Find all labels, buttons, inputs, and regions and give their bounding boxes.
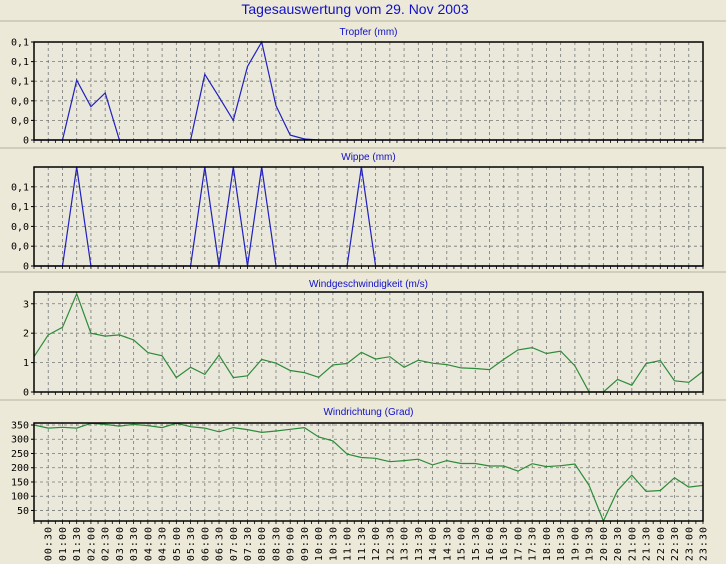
- y-tick-label: 0: [23, 388, 29, 399]
- x-tick-label: 03:00: [115, 526, 126, 561]
- y-tick-label: 0,1: [11, 57, 29, 68]
- x-tick-label: 05:00: [172, 526, 183, 561]
- x-tick-label: 05:30: [186, 526, 197, 561]
- x-tick-label: 15:30: [471, 526, 482, 561]
- y-tick-label: 0,1: [11, 182, 29, 193]
- panel-0: Tropfer (mm) 0 0,0 0,0 0,1 0,1 0,1: [0, 27, 726, 149]
- y-tick-label: 200: [11, 463, 29, 474]
- y-tick-label: 250: [11, 449, 29, 460]
- panel-3: Windrichtung (Grad) 50 100 150 200 250 300 350: [11, 407, 704, 524]
- x-tick-label: 08:30: [271, 526, 282, 561]
- x-tick-label: 14:00: [428, 526, 439, 561]
- x-tick-label: 18:30: [556, 526, 567, 561]
- panel-title: Windgeschwindigkeit (m/s): [309, 279, 428, 290]
- main-title: Tagesauswertung vom 29. Nov 2003: [241, 1, 468, 17]
- x-tick-label: 10:00: [314, 526, 325, 561]
- plot-area: [34, 292, 703, 392]
- x-tick-label: 18:00: [542, 526, 553, 561]
- x-tick-label: 00:30: [44, 526, 55, 561]
- x-tick-label: 06:30: [215, 526, 226, 561]
- x-tick-label: 17:30: [528, 526, 539, 561]
- y-tick-label: 0,1: [11, 202, 29, 213]
- x-tick-label: 07:30: [243, 526, 254, 561]
- panel-title: Windrichtung (Grad): [323, 407, 413, 418]
- x-tick-label: 15:00: [457, 526, 468, 561]
- x-tick-label: 03:30: [129, 526, 140, 561]
- x-tick-label: 10:30: [328, 526, 339, 561]
- x-tick-label: 09:00: [286, 526, 297, 561]
- x-tick-label: 19:30: [585, 526, 596, 561]
- x-tick-label: 01:30: [72, 526, 83, 561]
- x-tick-label: 16:30: [499, 526, 510, 561]
- series-line-3: [33, 422, 704, 523]
- y-tick-label: 100: [11, 492, 29, 503]
- plot-border: [33, 291, 704, 393]
- x-tick-label: 20:00: [599, 526, 610, 561]
- panel-2: Windgeschwindigkeit (m/s) 0 1 2 3: [0, 279, 726, 401]
- x-tick-label: 13:30: [414, 526, 425, 561]
- x-tick-label: 17:00: [513, 526, 524, 561]
- panel-title: Wippe (mm): [341, 152, 395, 163]
- x-tick-label: 11:30: [357, 526, 368, 561]
- x-tick-label: 08:00: [257, 526, 268, 561]
- x-tick-label: 09:30: [300, 526, 311, 561]
- x-tick-label: 22:30: [670, 526, 681, 561]
- x-tick-label: 23:00: [684, 526, 695, 561]
- x-tick-label: 19:00: [570, 526, 581, 561]
- plot-area: [34, 42, 703, 140]
- y-tick-label: 0,0: [11, 242, 29, 253]
- x-tick-label: 22:00: [656, 526, 667, 561]
- x-tick-label: 06:00: [200, 526, 211, 561]
- x-tick-label: 23:30: [699, 526, 710, 561]
- x-tick-label: 04:30: [158, 526, 169, 561]
- y-tick-label: 2: [23, 329, 29, 340]
- plot-border: [33, 41, 704, 141]
- x-tick-label: 16:00: [485, 526, 496, 561]
- y-tick-label: 0: [23, 136, 29, 147]
- y-tick-label: 0: [23, 262, 29, 273]
- y-tick-label: 0,0: [11, 96, 29, 107]
- x-tick-label: 20:30: [613, 526, 624, 561]
- plot-area: [34, 423, 703, 521]
- y-tick-label: 1: [23, 358, 29, 369]
- panel-1: Wippe (mm) 0 0,0 0,0 0,1 0,1: [0, 152, 726, 273]
- y-tick-label: 300: [11, 435, 29, 446]
- x-tick-label: 07:00: [229, 526, 240, 561]
- x-tick-label: 04:00: [143, 526, 154, 561]
- x-tick-label: 14:30: [442, 526, 453, 561]
- x-tick-label: 13:00: [400, 526, 411, 561]
- x-tick-label: 12:00: [371, 526, 382, 561]
- x-tick-label: 12:30: [385, 526, 396, 561]
- y-tick-label: 0,0: [11, 116, 29, 127]
- x-tick-label: 21:00: [627, 526, 638, 561]
- plot-border: [33, 422, 704, 522]
- plot-border: [33, 166, 704, 267]
- y-tick-label: 350: [11, 420, 29, 431]
- y-tick-label: 0,1: [11, 77, 29, 88]
- x-tick-label: 11:00: [343, 526, 354, 561]
- x-tick-label: 21:30: [642, 526, 653, 561]
- panel-title: Tropfer (mm): [340, 27, 398, 38]
- y-tick-label: 0,1: [11, 38, 29, 49]
- y-tick-label: 50: [17, 506, 29, 517]
- y-tick-label: 0,0: [11, 222, 29, 233]
- y-tick-label: 150: [11, 477, 29, 488]
- x-tick-label: 02:00: [86, 526, 97, 561]
- x-tick-label: 02:30: [101, 526, 112, 561]
- x-tick-label: 01:00: [58, 526, 69, 561]
- y-tick-label: 3: [23, 299, 29, 310]
